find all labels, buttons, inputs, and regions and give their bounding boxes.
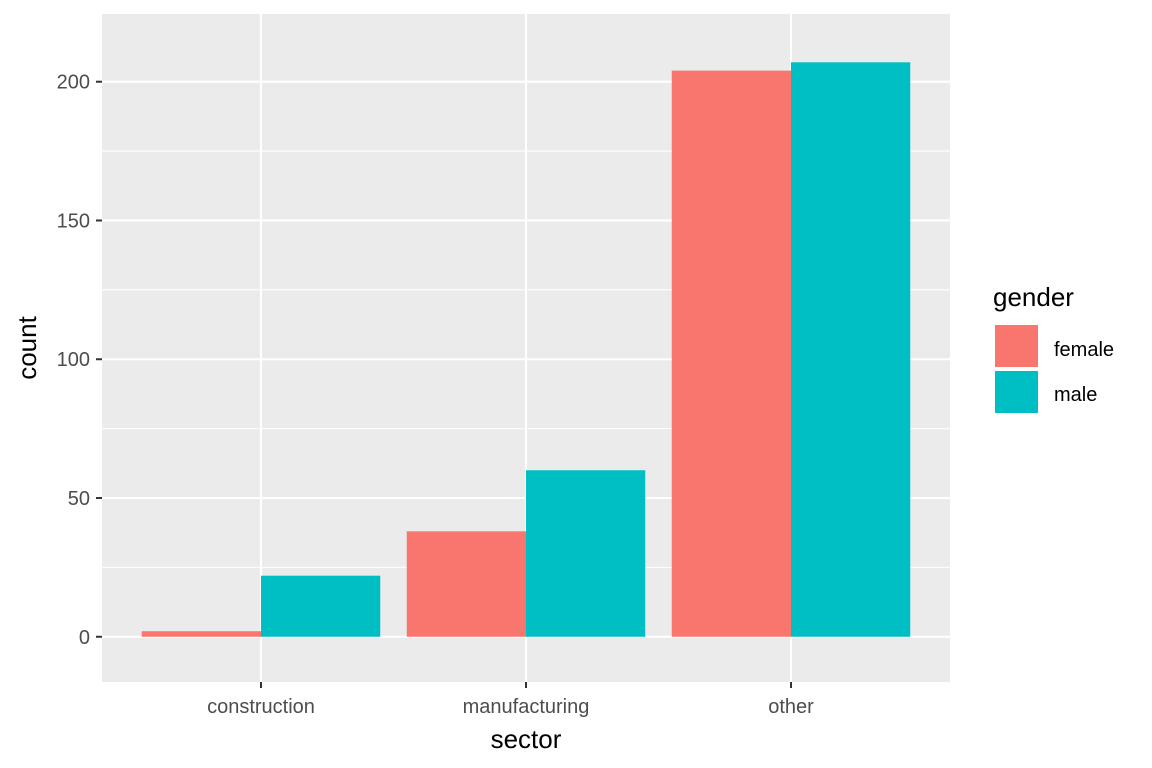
y-tick-label: 200 (57, 72, 90, 94)
bar-female-manufacturing (406, 531, 526, 637)
bar-male-construction (261, 575, 381, 637)
x-tick-label: other (768, 696, 814, 718)
bar-male-manufacturing (526, 470, 646, 637)
y-tick-label: 100 (57, 349, 90, 371)
bar-female-other (671, 70, 791, 637)
x-axis-title: sector (491, 724, 562, 754)
legend-key-female (995, 325, 1038, 367)
legend-title: gender (993, 282, 1074, 312)
y-axis: 0 50 100 150 200 (57, 72, 102, 649)
y-tick-label: 150 (57, 210, 90, 232)
legend: gender female male (993, 282, 1114, 413)
bar-female-construction (141, 631, 261, 637)
y-tick-label: 50 (68, 488, 90, 510)
legend-label-male: male (1054, 384, 1097, 406)
legend-label-female: female (1054, 339, 1114, 361)
bar-male-other (791, 62, 911, 637)
y-axis-title: count (12, 315, 42, 379)
x-tick-label: construction (207, 696, 315, 718)
x-tick-label: manufacturing (463, 696, 590, 718)
x-axis: construction manufacturing other (207, 682, 814, 718)
y-tick-label: 0 (79, 627, 90, 649)
bars (141, 62, 911, 637)
legend-key-male (995, 371, 1038, 413)
